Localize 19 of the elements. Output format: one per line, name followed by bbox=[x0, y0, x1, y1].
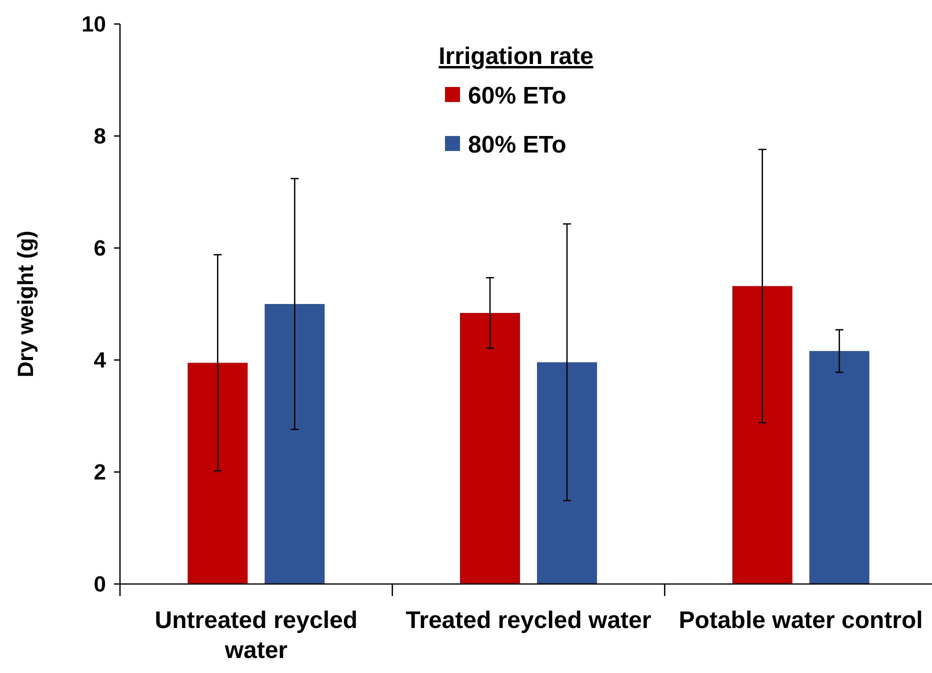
bar bbox=[264, 304, 325, 584]
y-tick-label: 2 bbox=[94, 460, 106, 485]
y-axis-title: Dry weight (g) bbox=[13, 230, 38, 378]
y-tick-label: 4 bbox=[94, 348, 107, 373]
y-tick-label: 6 bbox=[94, 236, 106, 261]
legend-label: 60% ETo bbox=[468, 82, 566, 110]
x-tick-label: Potable water control bbox=[678, 607, 923, 634]
legend-label: 80% ETo bbox=[468, 131, 566, 158]
x-tick-label: Untreated reycled water bbox=[154, 607, 358, 664]
bar bbox=[188, 362, 248, 584]
legend-title: Irrigation rate bbox=[438, 43, 594, 70]
y-tick-label: 10 bbox=[82, 12, 106, 37]
bar bbox=[460, 312, 520, 584]
bar bbox=[537, 362, 597, 584]
y-tick-label: 0 bbox=[94, 572, 106, 597]
y-tick-label: 8 bbox=[94, 124, 106, 149]
bar bbox=[809, 351, 870, 584]
bar bbox=[732, 286, 792, 584]
x-tick-label: Treated reycled water bbox=[406, 607, 652, 634]
